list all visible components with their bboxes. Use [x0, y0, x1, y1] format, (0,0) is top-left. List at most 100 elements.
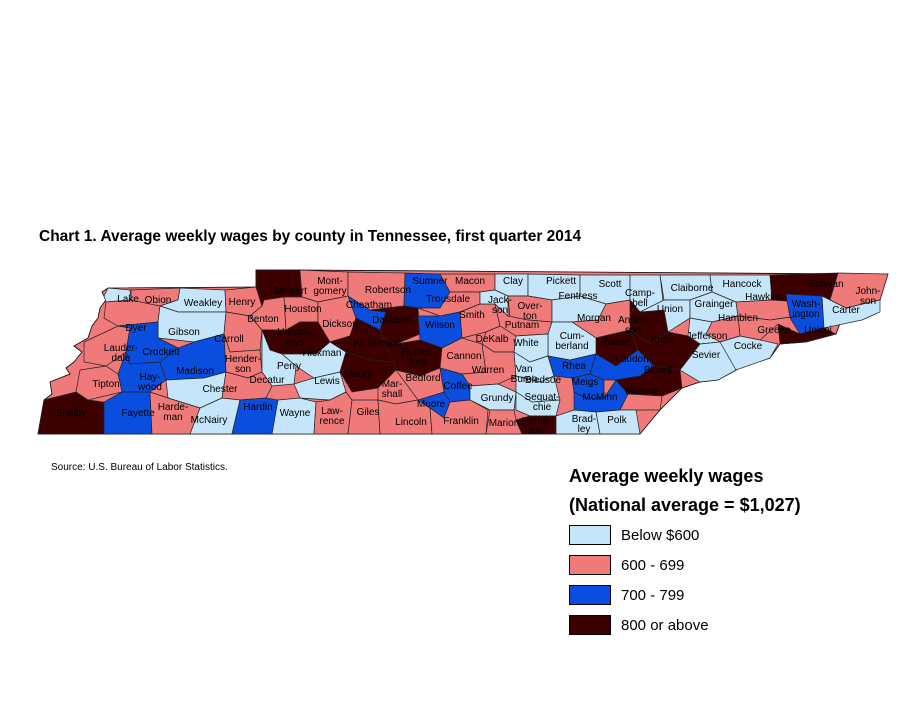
county-label-sullivan: Sullivan: [808, 279, 843, 290]
county-label-mcnairy: McNairy: [191, 415, 228, 426]
legend-swatch-700-799: [569, 585, 611, 605]
county-cocke: [719, 335, 779, 371]
legend-title: Average weekly wages: [569, 466, 764, 486]
source-note: Source: U.S. Bureau of Labor Statistics.: [51, 462, 228, 473]
county-label-williamson: Williamson: [353, 338, 401, 349]
county-label-mcminn: McMinn: [582, 392, 617, 403]
county-label-humphreys: Humph-reys: [277, 327, 313, 348]
county-label-bedford: Bedford: [405, 373, 440, 384]
legend-swatch-800-above: [569, 615, 611, 635]
county-label-white: White: [513, 338, 539, 349]
county-label-chester: Chester: [202, 384, 238, 395]
county-label-franklin: Franklin: [443, 416, 479, 427]
county-label-stewart: Stewart: [273, 286, 307, 297]
legend-swatch-600-699: [569, 555, 611, 575]
county-label-blount: Blount: [644, 365, 673, 376]
county-label-washington: Wash-ington: [792, 299, 821, 320]
county-label-fentress: Fentress: [559, 291, 598, 302]
legend-label-700-799: 700 - 799: [621, 586, 685, 604]
county-label-marion: Marion: [489, 418, 520, 429]
county-label-polk: Polk: [607, 415, 627, 426]
county-label-greene: Greene: [757, 325, 791, 336]
county-label-wilson: Wilson: [425, 320, 455, 331]
county-label-moore: Moore: [417, 399, 446, 410]
legend-item-600-699: 600 - 699: [569, 554, 801, 576]
county-label-bledsoe: Bledsoe: [525, 375, 562, 386]
county-label-coffee: Coffee: [443, 381, 473, 392]
county-label-overton: Over-ton: [518, 301, 543, 322]
county-label-pickett: Pickett: [546, 276, 576, 287]
county-label-haywood: Hay-wood: [137, 372, 162, 393]
legend-item-700-799: 700 - 799: [569, 584, 801, 606]
county-label-rhea: Rhea: [562, 361, 586, 372]
county-label-roane: Roane: [600, 337, 630, 348]
legend-label-800-above: 800 or above: [621, 616, 709, 634]
county-label-hawkins: Hawkins: [745, 292, 783, 303]
county-label-loudon: Loudon: [615, 354, 648, 365]
county-label-carter: Carter: [832, 305, 860, 316]
county-label-meigs: Meigs: [572, 377, 599, 388]
county-label-perry: Perry: [277, 361, 301, 372]
county-label-lauderdale: Lauder-dale: [104, 343, 138, 364]
county-label-unicoi: Unicoi: [804, 325, 832, 336]
county-label-tipton: Tipton: [92, 379, 119, 390]
county-label-grundy: Grundy: [481, 393, 514, 404]
county-mcnairy: [189, 397, 241, 435]
county-label-campbell: Camp-bell: [625, 288, 655, 309]
county-marion: [485, 409, 523, 435]
county-label-sequatchie: Sequat-chie: [524, 392, 559, 413]
county-label-wayne: Wayne: [280, 408, 311, 419]
county-label-grainger: Grainger: [695, 299, 735, 310]
county-label-warren: Warren: [472, 365, 504, 376]
county-label-houston: Houston: [284, 304, 321, 315]
county-label-trousdale: Trousdale: [426, 294, 471, 305]
county-label-scott: Scott: [599, 279, 622, 290]
county-hamilton: [515, 415, 557, 435]
county-label-johnson: John-son: [855, 286, 880, 307]
county-label-claiborne: Claiborne: [671, 283, 714, 294]
county-label-dickson: Dickson: [322, 319, 358, 330]
county-label-cannon: Cannon: [446, 351, 481, 362]
county-label-cocke: Cocke: [734, 341, 763, 352]
county-label-cheatham: Cheatham: [346, 300, 392, 311]
legend: Average weekly wages (National average =…: [569, 466, 801, 636]
county-monroe: [615, 379, 663, 411]
county-label-cumberland: Cum-berland: [555, 331, 588, 352]
county-label-fayette: Fayette: [121, 408, 155, 419]
county-label-sumner: Sumner: [412, 276, 448, 287]
county-label-carroll: Carroll: [214, 334, 243, 345]
legend-item-below-600: Below $600: [569, 524, 801, 546]
county-label-jackson: Jack-son: [488, 295, 512, 316]
county-label-union: Union: [657, 304, 683, 315]
legend-label-below-600: Below $600: [621, 526, 700, 544]
county-label-lake: Lake: [117, 294, 139, 305]
county-label-benton: Benton: [247, 314, 279, 325]
county-label-lincoln: Lincoln: [395, 417, 427, 428]
legend-subtitle: (National average = $1,027): [569, 495, 801, 515]
chart-title: Chart 1. Average weekly wages by county …: [39, 228, 582, 245]
county-label-decatur: Decatur: [249, 375, 285, 386]
county-label-henry: Henry: [229, 297, 256, 308]
legend-label-600-699: 600 - 699: [621, 556, 685, 574]
county-label-montgomery: Mont-gomery: [313, 276, 346, 297]
county-label-monroe: Monroe: [625, 386, 659, 397]
county-wayne: [271, 397, 317, 435]
county-label-lewis: Lewis: [314, 376, 340, 387]
county-label-macon: Macon: [455, 276, 485, 287]
county-label-weakley: Weakley: [184, 298, 222, 309]
county-label-anderson: Ander-son: [618, 315, 648, 336]
legend-item-800-above: 800 or above: [569, 614, 801, 636]
county-label-obion: Obion: [145, 295, 172, 306]
county-polk: [595, 409, 641, 435]
county-label-hardin: Hardin: [243, 402, 272, 413]
county-bradley: [555, 409, 601, 435]
county-label-henderson: Hender-son: [225, 354, 261, 375]
county-label-hardeman: Harde-man: [158, 402, 189, 423]
county-label-lawrence: Law-rence: [319, 406, 344, 427]
county-label-clay: Clay: [503, 276, 523, 287]
county-label-jefferson: Jefferson: [687, 331, 728, 342]
county-label-shelby: Shelby: [56, 408, 87, 419]
county-label-hickman: Hickman: [303, 348, 342, 359]
county-label-sevier: Sevier: [692, 350, 721, 361]
county-label-smith: Smith: [459, 310, 485, 321]
